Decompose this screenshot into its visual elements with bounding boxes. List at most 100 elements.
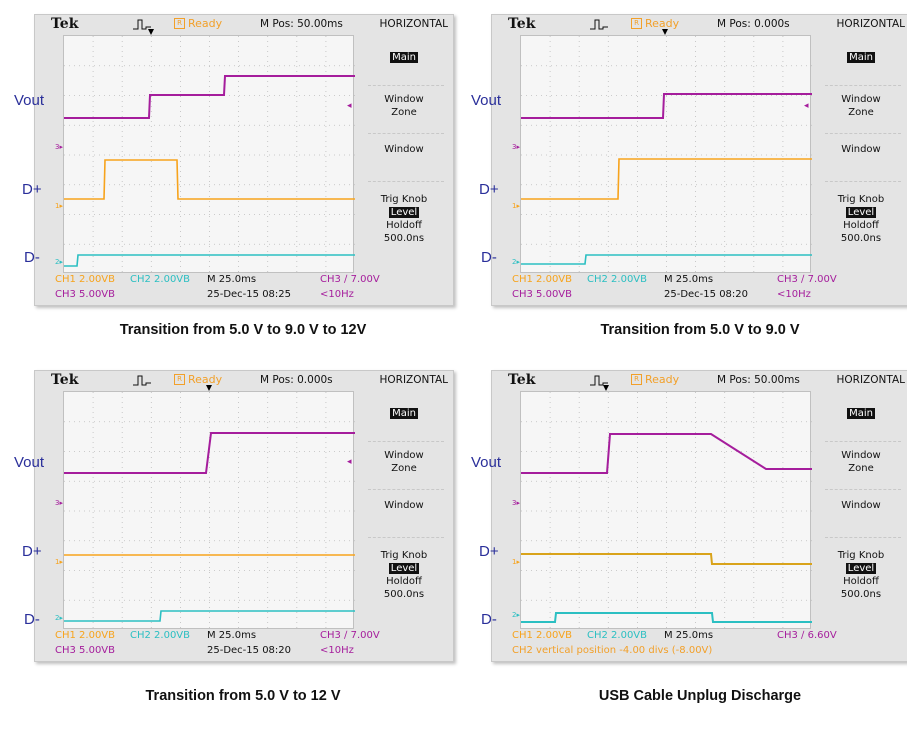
ch3-scale: CH3 5.00VB bbox=[55, 645, 116, 656]
menu-trig-knob[interactable]: Trig Knob Level Holdoff 500.0ns bbox=[837, 194, 885, 244]
ch3-vout-trace bbox=[64, 75, 355, 119]
dplus-label: D+ bbox=[479, 181, 499, 198]
dminus-label: D- bbox=[24, 611, 40, 628]
ch1-ground-marker: 1▸ bbox=[55, 558, 63, 566]
dplus-label: D+ bbox=[22, 181, 42, 198]
ch3-scale: CH3 5.00VB bbox=[55, 289, 116, 300]
status-bar: CH1 2.00VB CH2 2.00VB CH3 5.00VB M 25.0m… bbox=[35, 629, 453, 661]
scope-topbar: Tek R Ready M Pos: 0.000s HORIZONTAL bbox=[35, 371, 453, 391]
ch3-ground-marker: 3▸ bbox=[55, 143, 63, 151]
caption-1: Transition from 5.0 V to 9.0 V to 12V bbox=[119, 322, 367, 338]
trigger-info: CH3 ∕ 7.00V bbox=[320, 630, 380, 641]
menu-title: HORIZONTAL bbox=[836, 18, 906, 30]
menu-window-zone[interactable]: Window Zone bbox=[384, 94, 424, 118]
acquisition-pulse-icon bbox=[590, 375, 608, 386]
ch1-ground-marker: 1▸ bbox=[512, 558, 520, 566]
ch2-ground-marker: 2▸ bbox=[55, 258, 63, 266]
side-menu: Main Window Zone Window Trig Knob Level H… bbox=[360, 35, 453, 273]
timebase: M 25.0ms bbox=[664, 274, 714, 285]
dminus-label: D- bbox=[24, 249, 40, 266]
acquisition-pulse-icon bbox=[133, 19, 151, 30]
brand-label: Tek bbox=[508, 16, 536, 32]
dminus-label: D- bbox=[481, 249, 497, 266]
ready-box-icon: R bbox=[631, 18, 642, 29]
trigger-info: CH3 ∕ 7.00V bbox=[320, 274, 380, 285]
menu-window[interactable]: Window bbox=[841, 500, 881, 511]
trigger-position-arrow-icon bbox=[662, 29, 668, 35]
dplus-label: D+ bbox=[479, 543, 499, 560]
ch1-ground-marker: 1▸ bbox=[55, 202, 63, 210]
vout-label: Vout bbox=[14, 454, 45, 471]
waveforms bbox=[521, 93, 812, 265]
menu-title: HORIZONTAL bbox=[379, 18, 449, 30]
menu-window[interactable]: Window bbox=[841, 144, 881, 155]
menu-window[interactable]: Window bbox=[384, 144, 424, 155]
ch2-ground-marker: 2▸ bbox=[512, 611, 520, 619]
dminus-label: D- bbox=[481, 611, 497, 628]
menu-window-zone[interactable]: Window Zone bbox=[841, 94, 881, 118]
caption-3: Transition from 5.0 V to 12 V bbox=[145, 688, 341, 704]
level-highlight: Level bbox=[388, 207, 420, 218]
acquisition-pulse-icon bbox=[590, 19, 608, 30]
graticule-grid bbox=[521, 392, 812, 630]
ready-box-icon: R bbox=[174, 374, 185, 385]
ch1-scale: CH1 2.00VB bbox=[512, 274, 573, 285]
menu-pointer-icon: ◂ bbox=[804, 101, 809, 111]
brand-label: Tek bbox=[51, 16, 79, 32]
menu-window-zone[interactable]: Window Zone bbox=[841, 450, 881, 474]
menu-main[interactable]: Main bbox=[390, 408, 418, 419]
ch2-dminus-trace bbox=[521, 612, 812, 623]
ch3-ground-marker: 3▸ bbox=[512, 499, 520, 507]
trigger-info: CH3 ∕ 7.00V bbox=[777, 274, 837, 285]
timestamp: 25-Dec-15 08:25 bbox=[207, 289, 292, 300]
waveform-graticule bbox=[520, 391, 812, 630]
ready-status: R Ready bbox=[174, 17, 222, 30]
menu-main[interactable]: Main bbox=[390, 52, 418, 63]
ch2-ground-marker: 2▸ bbox=[55, 614, 63, 622]
side-menu: Main Window Zone Window Trig Knob Level H… bbox=[817, 35, 907, 273]
ch2-dminus-trace bbox=[64, 610, 355, 622]
vout-label: Vout bbox=[471, 454, 502, 471]
menu-trig-knob[interactable]: Trig Knob Level Holdoff 500.0ns bbox=[380, 194, 428, 244]
ready-status: R Ready bbox=[631, 17, 679, 30]
waveforms bbox=[64, 432, 355, 622]
scope-screen-3: Tek R Ready M Pos: 0.000s HORIZONTAL 3▸ 1… bbox=[34, 370, 454, 662]
vout-label: Vout bbox=[471, 92, 502, 109]
timebase: M 25.0ms bbox=[207, 630, 257, 641]
ready-status: R Ready bbox=[174, 373, 222, 386]
menu-window[interactable]: Window bbox=[384, 500, 424, 511]
menu-trig-knob[interactable]: Trig Knob Level Holdoff 500.0ns bbox=[380, 550, 428, 600]
level-highlight: Level bbox=[845, 207, 877, 218]
side-menu: Main Window Zone Window Trig Knob Level H… bbox=[817, 391, 907, 629]
status-bar: CH1 2.00VB CH2 2.00VB CH3 5.00VB M 25.0m… bbox=[492, 273, 907, 305]
level-highlight: Level bbox=[388, 563, 420, 574]
ch3-ground-marker: 3▸ bbox=[55, 499, 63, 507]
menu-trig-knob[interactable]: Trig Knob Level Holdoff 500.0ns bbox=[837, 550, 885, 600]
menu-pointer-icon: ◂ bbox=[347, 101, 352, 111]
timebase: M 25.0ms bbox=[664, 630, 714, 641]
menu-window-zone[interactable]: Window Zone bbox=[384, 450, 424, 474]
horizontal-position: M Pos: 50.00ms bbox=[717, 374, 800, 386]
ch3-vout-trace bbox=[64, 432, 355, 474]
scope-screen-4: Tek R Ready M Pos: 50.00ms HORIZONTAL 3▸ … bbox=[491, 370, 907, 662]
ready-box-icon: R bbox=[174, 18, 185, 29]
menu-pointer-icon: ◂ bbox=[347, 457, 352, 467]
ch1-ground-marker: 1▸ bbox=[512, 202, 520, 210]
ch1-scale: CH1 2.00VB bbox=[512, 630, 573, 641]
trigger-position-arrow-icon bbox=[603, 385, 609, 391]
waveform-graticule bbox=[63, 35, 355, 274]
menu-title: HORIZONTAL bbox=[836, 374, 906, 386]
side-menu: Main Window Zone Window Trig Knob Level H… bbox=[360, 391, 453, 629]
waveform-graticule bbox=[520, 35, 812, 274]
dplus-label: D+ bbox=[22, 543, 42, 560]
trigger-info: CH3 ∕ 6.60V bbox=[777, 630, 837, 641]
menu-main[interactable]: Main bbox=[847, 52, 875, 63]
ch2-ground-marker: 2▸ bbox=[512, 258, 520, 266]
menu-main[interactable]: Main bbox=[847, 408, 875, 419]
ch1-scale: CH1 2.00VB bbox=[55, 274, 116, 285]
menu-title: HORIZONTAL bbox=[379, 374, 449, 386]
ready-status: R Ready bbox=[631, 373, 679, 386]
ch1-dplus-trace bbox=[64, 159, 355, 200]
scope-topbar: Tek R Ready M Pos: 0.000s HORIZONTAL bbox=[492, 15, 907, 35]
ch2-dminus-trace bbox=[64, 254, 355, 267]
